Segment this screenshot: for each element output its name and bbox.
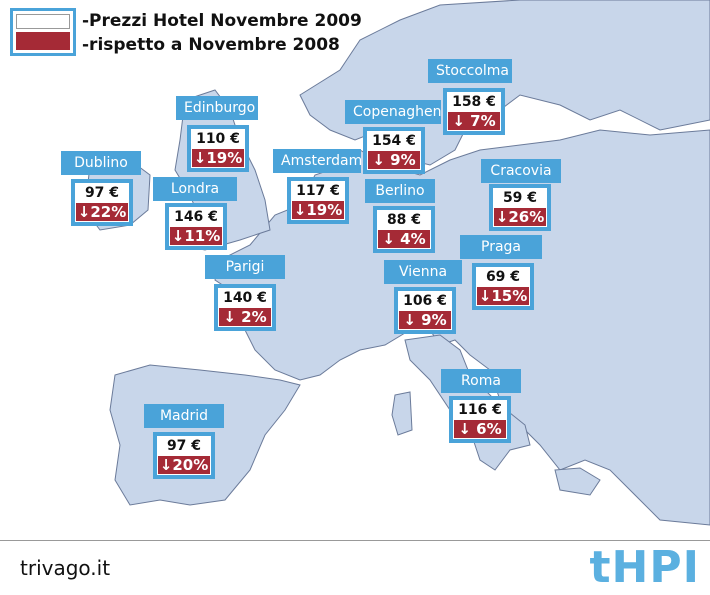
price-stoccolma: 158 € xyxy=(452,94,496,110)
price-box-londra: 146 € ↓11% xyxy=(165,203,227,250)
change-amsterdam: ↓19% xyxy=(292,201,344,219)
footer-divider xyxy=(0,540,710,541)
price-londra: 146 € xyxy=(174,209,218,225)
legend-swatch-price xyxy=(16,14,70,29)
price-edinburgo: 110 € xyxy=(196,131,240,147)
city-label-dublino: Dublino xyxy=(61,151,141,175)
city-label-praga: Praga xyxy=(460,235,542,259)
price-box-amsterdam: 117 € ↓19% xyxy=(287,177,349,224)
city-label-madrid: Madrid xyxy=(144,404,224,428)
price-box-copenaghen: 154 € ↓ 9% xyxy=(363,127,425,174)
change-madrid: ↓20% xyxy=(158,456,210,474)
price-berlino: 88 € xyxy=(386,212,422,228)
city-label-edinburgo: Edinburgo xyxy=(176,96,258,120)
change-roma: ↓ 6% xyxy=(454,420,506,438)
price-box-praga: 69 € ↓15% xyxy=(472,263,534,310)
city-label-parigi: Parigi xyxy=(205,255,285,279)
europe-map xyxy=(84,0,710,526)
change-stoccolma: ↓ 7% xyxy=(448,112,500,130)
price-roma: 116 € xyxy=(458,402,502,418)
change-cracovia: ↓26% xyxy=(494,208,546,226)
price-box-cracovia: 59 € ↓26% xyxy=(489,184,551,231)
change-copenaghen: ↓ 9% xyxy=(368,151,420,169)
price-box-roma: 116 € ↓ 6% xyxy=(449,396,511,443)
change-dublino: ↓22% xyxy=(76,203,128,221)
change-berlino: ↓ 4% xyxy=(378,230,430,248)
change-parigi: ↓ 2% xyxy=(219,308,271,326)
legend-price-label: -Prezzi Hotel Novembre 2009 xyxy=(82,11,362,31)
legend-swatch-change xyxy=(16,32,70,50)
city-label-londra: Londra xyxy=(153,177,237,201)
price-amsterdam: 117 € xyxy=(296,183,340,199)
price-box-dublino: 97 € ↓22% xyxy=(71,179,133,226)
legend-change-label: -rispetto a Novembre 2008 xyxy=(82,35,340,55)
city-label-roma: Roma xyxy=(441,369,521,393)
city-label-stoccolma: Stoccolma xyxy=(428,59,512,83)
city-label-copenaghen: Copenaghen xyxy=(345,100,442,124)
price-box-berlino: 88 € ↓ 4% xyxy=(373,206,435,253)
legend: -Prezzi Hotel Novembre 2009 -rispetto a … xyxy=(10,8,362,64)
thpi-logo: tHPI xyxy=(589,542,700,593)
city-label-berlino: Berlino xyxy=(365,179,435,203)
price-box-edinburgo: 110 € ↓19% xyxy=(187,125,249,172)
change-praga: ↓15% xyxy=(477,287,529,305)
price-dublino: 97 € xyxy=(84,185,120,201)
change-edinburgo: ↓19% xyxy=(192,149,244,167)
price-madrid: 97 € xyxy=(166,438,202,454)
price-cracovia: 59 € xyxy=(502,190,538,206)
price-box-stoccolma: 158 € ↓ 7% xyxy=(443,88,505,135)
legend-swatch xyxy=(10,8,76,56)
city-label-cracovia: Cracovia xyxy=(481,159,561,183)
change-londra: ↓11% xyxy=(170,227,222,245)
price-parigi: 140 € xyxy=(223,290,267,306)
price-box-madrid: 97 € ↓20% xyxy=(153,432,215,479)
land-sardinia xyxy=(391,391,413,436)
price-vienna: 106 € xyxy=(403,293,447,309)
city-label-vienna: Vienna xyxy=(384,260,462,284)
land-islands xyxy=(554,467,601,496)
source-label: trivago.it xyxy=(20,556,111,580)
city-label-amsterdam: Amsterdam xyxy=(273,149,362,173)
price-box-parigi: 140 € ↓ 2% xyxy=(214,284,276,331)
price-box-vienna: 106 € ↓ 9% xyxy=(394,287,456,334)
price-copenaghen: 154 € xyxy=(372,133,416,149)
price-praga: 69 € xyxy=(485,269,521,285)
change-vienna: ↓ 9% xyxy=(399,311,451,329)
